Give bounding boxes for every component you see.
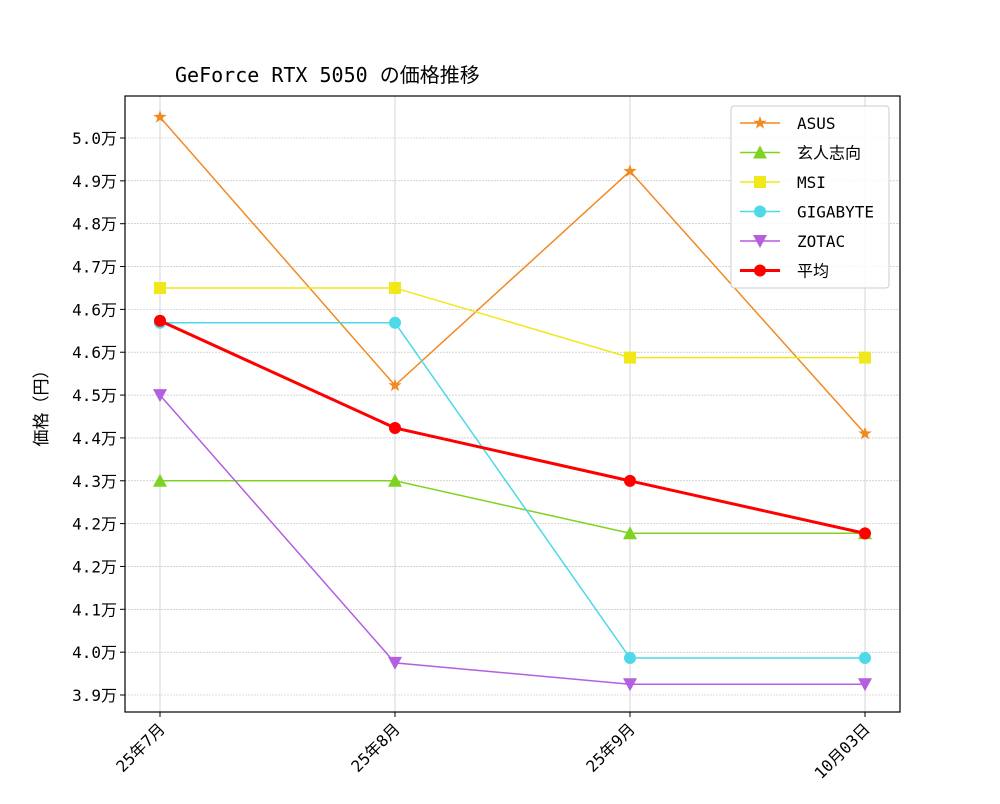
data-point — [153, 389, 167, 403]
y-tick-label: 3.9万 — [72, 686, 117, 705]
series-平均 — [154, 314, 871, 540]
y-tick-label: 4.0万 — [72, 643, 117, 662]
series-ASUS — [153, 110, 872, 440]
series-line — [160, 480, 865, 535]
series-GIGABYTE — [154, 316, 871, 665]
data-point — [153, 473, 167, 487]
x-tick-label: 10月03日 — [811, 719, 874, 782]
y-tick-label: 4.8万 — [72, 215, 117, 234]
y-tick-label: 4.4万 — [72, 429, 117, 448]
data-point — [859, 527, 871, 540]
legend-marker — [754, 176, 766, 188]
y-tick-label: 4.9万 — [72, 172, 117, 191]
series-line — [160, 322, 865, 659]
series-lines — [153, 110, 872, 692]
data-point — [623, 678, 637, 692]
y-tick-label: 4.1万 — [72, 600, 117, 619]
data-point — [858, 426, 872, 440]
legend-marker — [753, 116, 767, 129]
data-point — [154, 281, 166, 294]
y-tick-label: 5.0万 — [72, 129, 117, 148]
series-玄人志向 — [153, 473, 872, 540]
data-point — [389, 316, 401, 329]
series-ZOTAC — [153, 389, 872, 692]
data-point — [624, 351, 636, 364]
y-tick-label: 4.5万 — [72, 386, 117, 405]
y-tick-label: 4.7万 — [72, 258, 117, 277]
y-tick-label: 4.6万 — [72, 343, 117, 362]
legend-box — [730, 105, 890, 289]
data-point — [388, 473, 402, 487]
y-tick-label: 4.2万 — [72, 515, 117, 534]
legend-label: MSI — [797, 173, 826, 192]
series-line — [160, 287, 865, 359]
data-point — [389, 281, 401, 294]
legend-label: ZOTAC — [797, 232, 845, 251]
data-point — [859, 652, 871, 665]
legend-label: 平均 — [797, 262, 829, 281]
y-tick-label: 4.2万 — [72, 557, 117, 576]
series-line — [159, 319, 866, 535]
series-MSI — [154, 281, 871, 364]
y-axis-label: 価格（円） — [32, 362, 52, 447]
y-tick-label: 4.3万 — [72, 472, 117, 491]
data-point — [154, 314, 166, 327]
data-point — [623, 526, 637, 540]
data-point — [388, 378, 402, 392]
series-line — [159, 394, 865, 686]
data-point — [623, 164, 637, 177]
data-point — [859, 351, 871, 364]
data-point — [389, 421, 401, 434]
data-point — [153, 110, 167, 123]
legend-marker — [754, 205, 766, 218]
x-tick-label: 25年8月 — [347, 719, 404, 776]
legend: ASUS 玄人志向 MSI GIGABYTE ZOTAC 平均 — [730, 105, 890, 289]
chart-title: GeForce RTX 5050 の価格推移 — [175, 63, 480, 87]
plot-frame — [124, 95, 901, 713]
legend-marker — [753, 145, 767, 159]
data-point — [858, 678, 872, 692]
data-point — [388, 656, 402, 670]
legend-marker — [753, 235, 767, 248]
x-tick-label: 25年9月 — [582, 719, 639, 776]
data-point — [624, 474, 636, 487]
y-tick-label: 4.6万 — [72, 300, 117, 319]
legend-label: GIGABYTE — [797, 203, 874, 222]
data-point — [624, 652, 636, 665]
legend-marker — [754, 264, 766, 277]
legend-label: 玄人志向 — [797, 144, 861, 163]
x-tick-label: 25年7月 — [112, 719, 169, 776]
legend-label: ASUS — [797, 114, 836, 133]
series-line — [159, 116, 866, 435]
